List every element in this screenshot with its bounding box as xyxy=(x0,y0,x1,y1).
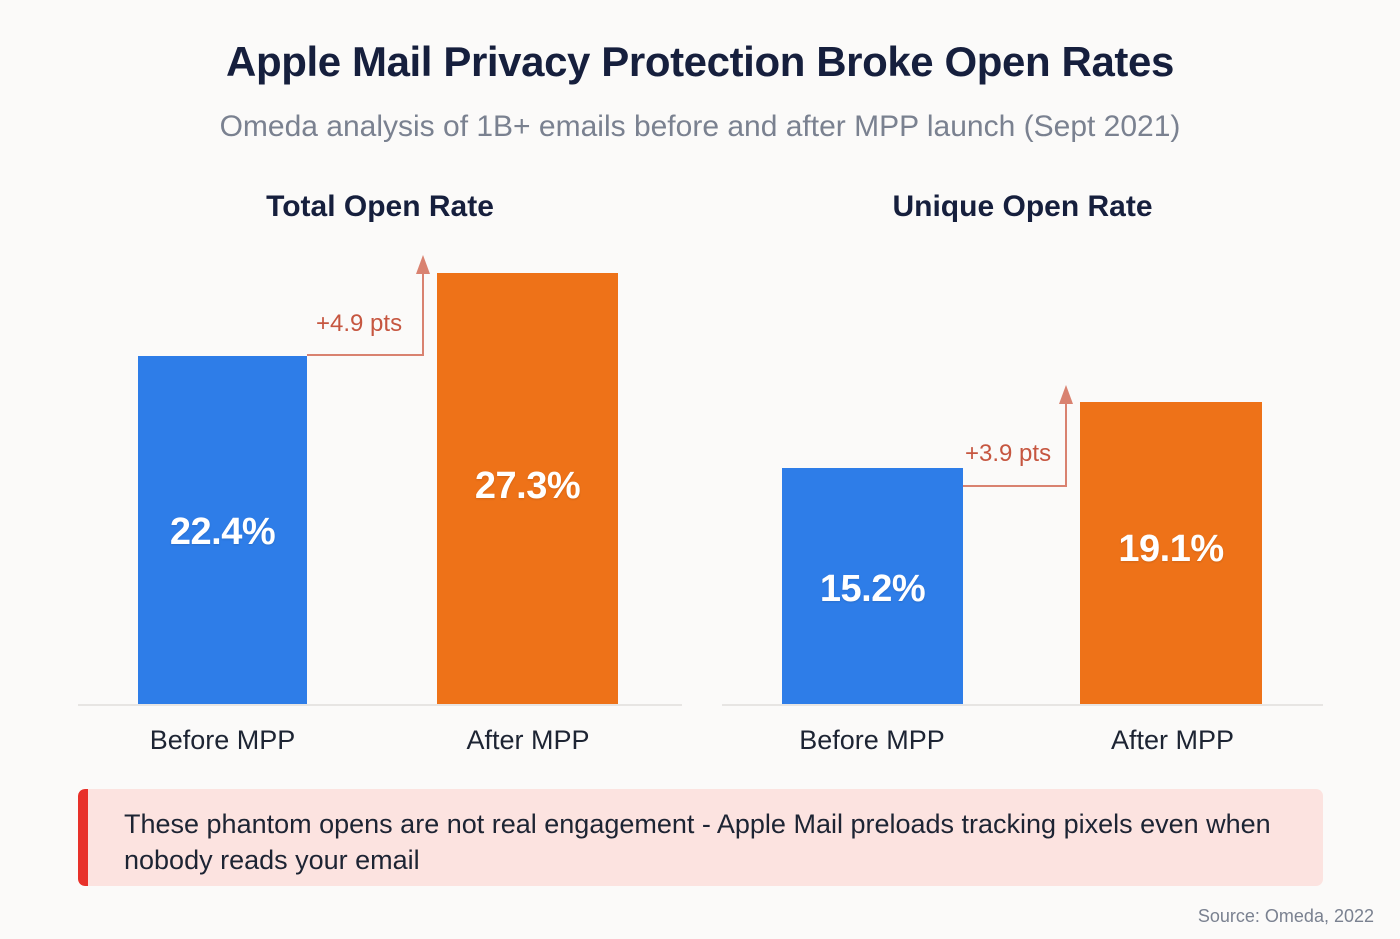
bar-value-before-mpp-total: 22.4% xyxy=(169,511,276,553)
delta-label-total: +4.9 pts xyxy=(316,310,403,337)
bar-before-mpp-total[interactable]: 22.4% xyxy=(138,356,307,704)
tick-label-before-mpp-unique: Before MPP xyxy=(799,725,945,755)
bar-before-mpp-unique[interactable]: 15.2% xyxy=(782,468,963,704)
panel-unique-open-rate: Unique Open Rate 15.2% 19.1% +3.9 pts xyxy=(722,190,1323,760)
callout-box: These phantom opens are not real engagem… xyxy=(78,789,1323,886)
delta-annotation-total: +4.9 pts xyxy=(78,250,682,706)
panel-total-open-rate: Total Open Rate 22.4% 27.3% +4.9 pts xyxy=(78,190,682,760)
callout-accent-bar xyxy=(78,789,88,886)
x-axis-line xyxy=(722,704,1323,706)
x-axis-line xyxy=(78,704,682,706)
delta-annotation-unique: +3.9 pts xyxy=(722,250,1323,706)
bar-after-mpp-unique[interactable]: 19.1% xyxy=(1080,402,1262,704)
bar-value-before-mpp-unique: 15.2% xyxy=(819,568,926,610)
callout-text: These phantom opens are not real engagem… xyxy=(124,809,1271,875)
tick-label-after-mpp-total: After MPP xyxy=(466,725,590,755)
panel-title-total-open-rate: Total Open Rate xyxy=(266,190,494,223)
delta-label-unique: +3.9 pts xyxy=(965,440,1052,467)
source-attribution: Source: Omeda, 2022 xyxy=(1197,906,1374,926)
plot-area-unique-open-rate: 15.2% 19.1% +3.9 pts xyxy=(722,250,1323,706)
page-title: Apple Mail Privacy Protection Broke Open… xyxy=(226,38,1174,85)
bar-value-after-mpp-total: 27.3% xyxy=(474,465,581,507)
panel-title-unique-open-rate: Unique Open Rate xyxy=(892,190,1153,223)
tick-label-before-mpp-total: Before MPP xyxy=(149,725,296,755)
bar-value-after-mpp-unique: 19.1% xyxy=(1118,528,1224,570)
page-subtitle: Omeda analysis of 1B+ emails before and … xyxy=(219,110,1181,143)
plot-area-total-open-rate: 22.4% 27.3% +4.9 pts xyxy=(78,250,682,706)
tick-label-after-mpp-unique: After MPP xyxy=(1110,725,1235,755)
bar-after-mpp-total[interactable]: 27.3% xyxy=(437,273,618,704)
